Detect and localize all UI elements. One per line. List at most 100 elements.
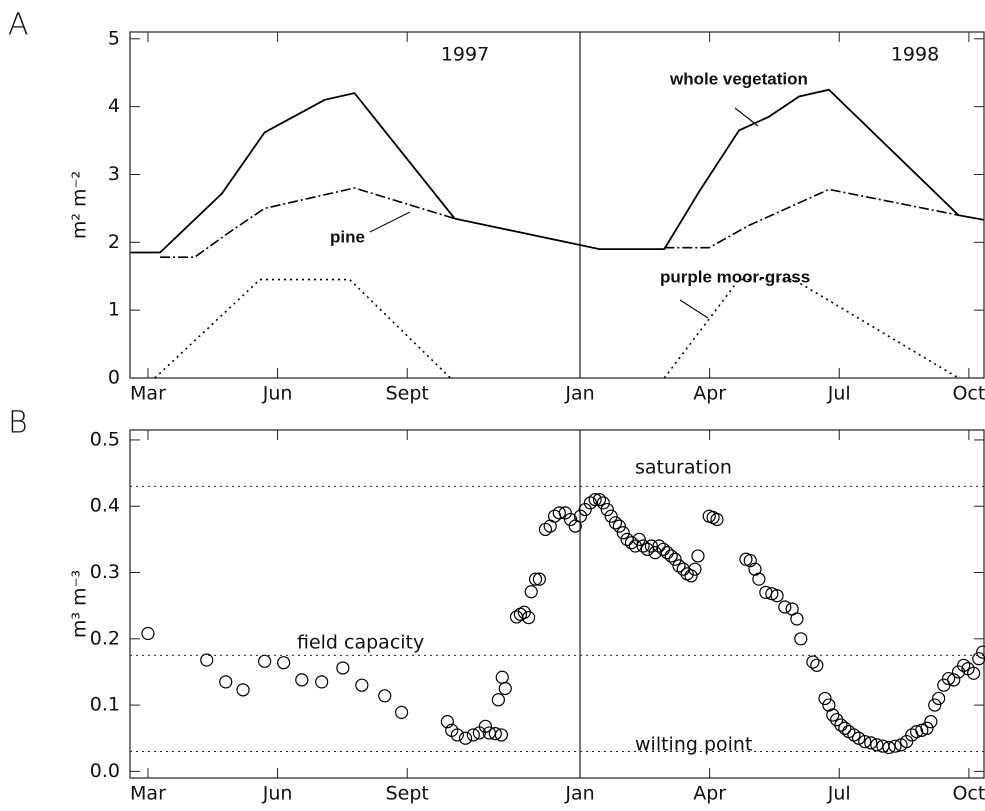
series-label: whole vegetation xyxy=(669,69,808,88)
data-point xyxy=(778,600,792,614)
data-point xyxy=(524,585,538,599)
data-point xyxy=(928,698,942,712)
reference-label: wilting point xyxy=(635,734,752,756)
data-point xyxy=(967,666,981,680)
data-point xyxy=(336,661,350,675)
data-point xyxy=(604,509,618,523)
y-tick-label: 0.0 xyxy=(90,760,120,782)
data-point xyxy=(498,681,512,696)
data-point xyxy=(488,726,502,741)
data-point xyxy=(852,731,866,745)
series-label: pine xyxy=(330,227,365,246)
year-label: 1997 xyxy=(441,44,489,66)
data-point xyxy=(378,689,392,703)
leader-line xyxy=(679,299,709,319)
x-tick-label: Mar xyxy=(130,783,166,805)
data-point xyxy=(932,691,946,706)
data-point xyxy=(976,645,985,659)
data-point xyxy=(588,493,602,507)
data-point xyxy=(522,610,536,625)
data-point xyxy=(596,496,610,510)
data-point xyxy=(947,673,961,687)
data-point xyxy=(200,653,214,667)
data-point xyxy=(573,509,588,523)
line-series xyxy=(160,187,959,258)
x-tick-label: Sept xyxy=(386,383,429,405)
data-point xyxy=(478,719,493,733)
data-point xyxy=(691,549,705,563)
data-point xyxy=(937,678,951,692)
data-point xyxy=(924,715,938,729)
data-point xyxy=(660,546,674,560)
x-tick-label: Apr xyxy=(693,383,726,405)
x-tick-label: Jul xyxy=(827,783,851,805)
y-axis-title: m³ m⁻³ xyxy=(69,570,91,638)
data-point xyxy=(834,718,848,732)
data-point xyxy=(790,612,804,626)
data-point xyxy=(636,539,650,553)
data-point xyxy=(957,658,971,672)
data-point xyxy=(355,678,369,692)
data-point xyxy=(668,552,682,566)
data-point xyxy=(458,731,473,745)
data-point xyxy=(888,739,902,753)
data-point xyxy=(532,572,547,586)
y-tick-label: 0 xyxy=(108,367,120,389)
data-point xyxy=(652,539,666,553)
data-point xyxy=(794,632,808,646)
data-point xyxy=(295,673,309,687)
data-point xyxy=(578,502,592,517)
data-point xyxy=(710,512,724,527)
reference-label: saturation xyxy=(635,457,732,479)
data-point xyxy=(882,740,896,755)
data-point xyxy=(656,542,671,556)
panel-label: A xyxy=(8,8,29,43)
data-point xyxy=(752,572,766,586)
data-point xyxy=(664,549,678,563)
plot-frame xyxy=(129,429,985,779)
data-point xyxy=(672,559,686,573)
y-tick-label: 0.2 xyxy=(90,627,120,649)
data-point xyxy=(920,721,934,735)
data-point xyxy=(770,589,784,603)
data-point xyxy=(608,516,623,530)
data-point xyxy=(450,728,464,742)
panel: Bm³ m⁻³ 0.0 0.1 0.2 0.3 0.4 0.5 Mar Jun Sept Jan Ap… xyxy=(8,406,985,805)
data-point xyxy=(592,493,607,507)
year-label: 1998 xyxy=(891,44,939,66)
data-point xyxy=(648,546,662,560)
data-point xyxy=(612,519,626,533)
data-point xyxy=(563,512,578,527)
x-tick-label: Sept xyxy=(386,783,429,805)
data-point xyxy=(972,652,985,666)
data-point xyxy=(644,539,658,553)
x-tick-label: Mar xyxy=(130,383,166,405)
data-point xyxy=(394,705,409,719)
data-point xyxy=(616,526,630,540)
y-tick-label: 0.4 xyxy=(90,495,120,517)
y-tick-label: 0.3 xyxy=(90,561,120,583)
y-axis-title: m² m⁻² xyxy=(69,171,91,239)
x-tick-label: Jun xyxy=(262,783,293,805)
data-point xyxy=(838,721,852,735)
data-point xyxy=(219,675,233,689)
data-point xyxy=(495,670,509,684)
data-point xyxy=(951,665,966,679)
y-tick-label: 1 xyxy=(108,299,120,321)
panel-label: B xyxy=(8,406,28,441)
data-point xyxy=(552,506,566,520)
data-point xyxy=(236,683,250,697)
data-point xyxy=(628,539,642,553)
y-tick-label: 2 xyxy=(108,231,120,253)
y-tick-label: 3 xyxy=(108,163,120,185)
x-tick-label: Apr xyxy=(693,783,726,805)
x-tick-label: Jan xyxy=(564,383,594,405)
data-point xyxy=(806,655,820,669)
y-tick-label: 0.5 xyxy=(90,428,120,450)
data-point xyxy=(315,675,329,689)
data-point xyxy=(900,734,914,749)
data-point xyxy=(688,562,702,576)
data-point xyxy=(941,671,956,686)
data-point xyxy=(858,734,872,749)
